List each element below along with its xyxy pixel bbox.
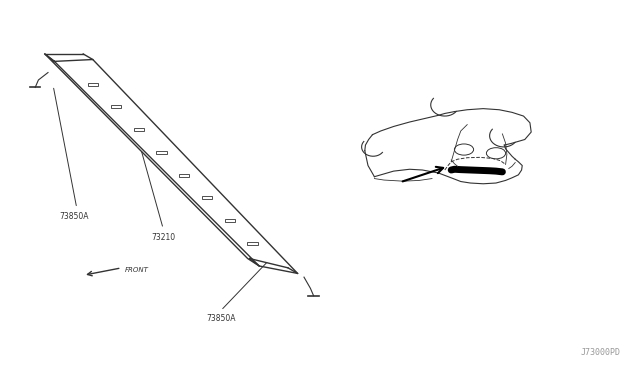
Text: 73210: 73210: [151, 232, 175, 241]
Text: 73850A: 73850A: [206, 314, 236, 323]
Text: J73000PD: J73000PD: [581, 348, 621, 357]
Text: 73850A: 73850A: [59, 212, 88, 221]
Text: FRONT: FRONT: [125, 267, 148, 273]
